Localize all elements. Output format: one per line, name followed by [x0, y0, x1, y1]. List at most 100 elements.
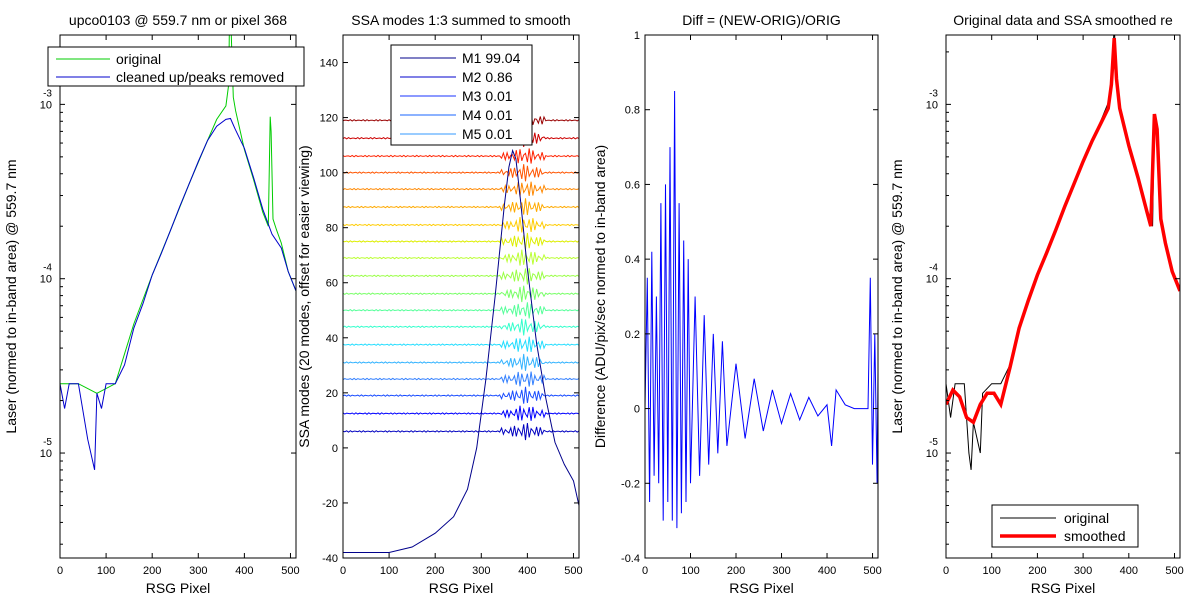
x-tick-label: 0: [943, 565, 949, 577]
y-tick-label: 80: [326, 223, 338, 235]
y-tick-label-exponent: -5: [43, 437, 52, 448]
y-tick-label: 0.8: [625, 105, 640, 117]
mode-trace-6: [343, 336, 579, 352]
y-tick-label: -20: [322, 498, 338, 510]
x-axis-label: RSG Pixel: [729, 580, 794, 596]
mode-trace-16: [343, 164, 579, 182]
x-tick-label: 200: [1028, 565, 1046, 577]
y-tick-label-base: 10: [40, 274, 52, 286]
y-tick-label-exponent: -4: [929, 263, 938, 274]
y-tick-label: 0.2: [625, 329, 640, 341]
y-tick-label-exponent: -4: [43, 263, 52, 274]
y-tick-label-base: 10: [926, 274, 938, 286]
axes-frame: [59, 34, 297, 559]
x-tick-label: 500: [863, 565, 881, 577]
chart-2: 0 100 200 300 400 500 -40 -20 0 20 40 60 80 100 120 140…: [296, 12, 583, 596]
legend-entry: M1 99.04: [462, 50, 521, 66]
x-tick-label: 300: [189, 565, 207, 577]
chart-title: SSA modes 1:3 summed to smooth: [351, 12, 570, 28]
legend-entry: original: [116, 51, 161, 67]
y-tick-label: 140: [320, 58, 338, 70]
chart-title: upco0103 @ 559.7 nm or pixel 368: [69, 12, 287, 28]
mode-trace-1: [343, 423, 579, 441]
legend-entry: M2 0.86: [462, 69, 513, 85]
mode-trace-4: [343, 371, 579, 387]
x-tick-label: 0: [57, 565, 63, 577]
x-tick-label: 400: [818, 565, 836, 577]
y-tick-label: -40: [322, 553, 338, 565]
series-line-2: [946, 37, 1180, 426]
y-axis-label: Laser (normed to in-band area) @ 559.7 n…: [3, 159, 19, 433]
x-tick-label: 100: [681, 565, 699, 577]
chart-title: Diff = (NEW-ORIG)/ORIG: [682, 12, 841, 28]
y-tick-label: 40: [326, 333, 338, 345]
axes-frame: [342, 34, 580, 559]
x-tick-label: 400: [518, 565, 536, 577]
axes-frame: [945, 34, 1181, 559]
series-line-1: [60, 35, 296, 394]
y-tick-label-exponent: -5: [929, 437, 938, 448]
axes-frame: [644, 34, 879, 559]
y-tick-label-base: 10: [40, 448, 52, 460]
x-tick-label: 400: [235, 565, 253, 577]
legend: original cleaned up/peaks removed: [47, 46, 305, 87]
x-tick-label: 500: [564, 565, 582, 577]
x-axis-label: RSG Pixel: [146, 580, 211, 596]
mode-trace-10: [343, 268, 579, 285]
legend-box: [390, 44, 533, 146]
legend: original smoothed: [991, 504, 1139, 548]
legend-box: [991, 504, 1139, 548]
mode-trace-9: [343, 285, 579, 303]
legend-entry: M4 0.01: [462, 107, 513, 123]
x-tick-label: 200: [426, 565, 444, 577]
plot-area: [946, 35, 1180, 470]
x-tick-label: 0: [340, 565, 346, 577]
series-line-1: [645, 90, 878, 529]
y-axis-label: Laser (normed to in-band area) @ 559.7 n…: [889, 159, 905, 433]
chart-3: 0 100 200 300 400 500 -0.4 -0.2 0 0.2 0.4 0.6 0.8 1 Di…: [592, 12, 882, 596]
mode-trace-15: [343, 181, 579, 197]
x-tick-label: 100: [380, 565, 398, 577]
x-tick-label: 500: [1165, 565, 1183, 577]
series-line-2: [60, 117, 296, 471]
plot-area: [60, 35, 296, 471]
y-tick-label: -0.2: [621, 478, 640, 490]
x-tick-label: 200: [143, 565, 161, 577]
y-tick-label: 20: [326, 388, 338, 400]
y-tick-label-base: 10: [926, 448, 938, 460]
series-line-1: [343, 148, 579, 553]
x-tick-label: 100: [97, 565, 115, 577]
y-tick-label: 0.4: [625, 254, 640, 266]
x-tick-label: 100: [983, 565, 1001, 577]
x-tick-label: 200: [727, 565, 745, 577]
mode-trace-12: [343, 232, 579, 250]
y-axis-label: Difference (ADU/pix/sec normed to in-ban…: [592, 145, 608, 448]
x-tick-label: 500: [281, 565, 299, 577]
mode-trace-7: [343, 318, 579, 336]
legend: M1 99.04 M2 0.86 M3 0.01 M4 0.01 M5 0.01: [390, 44, 533, 146]
y-tick-label: -0.4: [621, 553, 640, 565]
y-tick-label: 100: [320, 168, 338, 180]
y-tick-label-exponent: -3: [43, 88, 52, 99]
legend-entry: M3 0.01: [462, 88, 513, 104]
x-tick-label: 400: [1120, 565, 1138, 577]
x-axis-label: RSG Pixel: [429, 580, 494, 596]
x-tick-label: 300: [772, 565, 790, 577]
legend-entry: M5 0.01: [462, 126, 513, 142]
plot-area: [343, 112, 579, 553]
y-tick-label-base: 10: [40, 99, 52, 111]
mode-trace-14: [343, 198, 579, 216]
y-tick-label: 1: [634, 30, 640, 42]
y-tick-label: 0: [332, 443, 338, 455]
legend-box: [47, 46, 305, 87]
y-tick-label: 0.6: [625, 179, 640, 191]
mode-trace-5: [343, 353, 579, 371]
y-tick-label: 120: [320, 113, 338, 125]
mode-trace-11: [343, 249, 579, 266]
mode-trace-13: [343, 217, 579, 233]
y-tick-label-base: 10: [926, 99, 938, 111]
plot-area: [645, 90, 878, 529]
